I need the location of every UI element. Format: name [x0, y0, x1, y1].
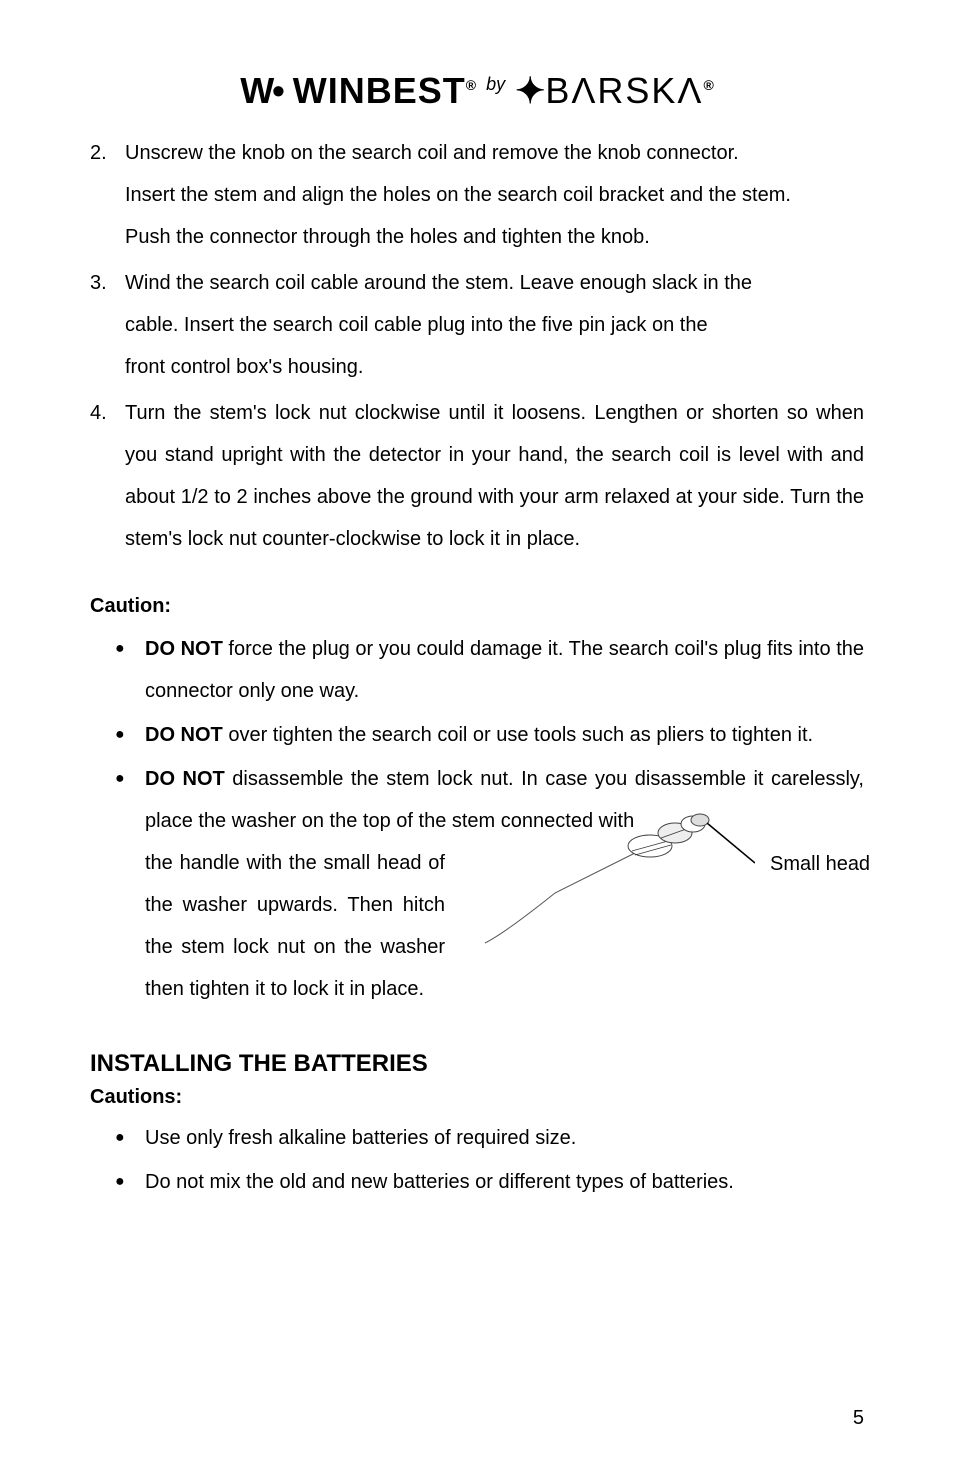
washer-diagram	[475, 803, 755, 953]
step-number: 2.	[90, 132, 125, 258]
installing-batteries-heading: INSTALLING THE BATTERIES	[90, 1050, 864, 1078]
step-text: Turn the stem's lock nut clockwise until…	[125, 392, 864, 560]
do-not-bold: DO NOT	[145, 638, 223, 660]
do-not-bold: DO NOT	[145, 724, 223, 746]
logo-registered: ®	[466, 77, 476, 93]
battery-cautions-list: Use only fresh alkaline batteries of req…	[90, 1117, 864, 1203]
caution-text: over tighten the search coil or use tool…	[223, 724, 813, 746]
logo-diamond-icon: ✦	[515, 70, 545, 111]
step-line: front control box's housing.	[125, 356, 363, 378]
caution-list: DO NOT force the plug or you could damag…	[90, 628, 864, 1010]
brand-logo: W• WINBEST® by ✦BΛRSKΛ®	[90, 70, 864, 112]
do-not-bold: DO NOT	[145, 768, 225, 790]
step-line: cable. Insert the search coil cable plug…	[125, 314, 708, 336]
caution-item-with-diagram: DO NOT disassemble the stem lock nut. In…	[145, 758, 864, 1010]
step-2: 2. Unscrew the knob on the search coil a…	[90, 132, 864, 258]
step-line: Push the connector through the holes and…	[125, 226, 650, 248]
logo-barska: BΛRSKΛ	[545, 70, 703, 111]
logo-by: by	[486, 74, 505, 94]
page-number: 5	[853, 1407, 864, 1430]
battery-caution-text: Use only fresh alkaline batteries of req…	[145, 1127, 576, 1149]
step-line: Wind the search coil cable around the st…	[125, 272, 752, 294]
battery-caution-text: Do not mix the old and new batteries or …	[145, 1171, 734, 1193]
cautions-subheading: Cautions:	[90, 1086, 864, 1109]
step-line: Unscrew the knob on the search coil and …	[125, 142, 739, 164]
caution-item: DO NOT force the plug or you could damag…	[145, 628, 864, 712]
caution-item: DO NOT over tighten the search coil or u…	[145, 714, 864, 756]
step-4: 4. Turn the stem's lock nut clockwise un…	[90, 392, 864, 560]
battery-caution-item: Use only fresh alkaline batteries of req…	[145, 1117, 864, 1159]
logo-w-mark: W	[240, 70, 272, 111]
step-number: 3.	[90, 262, 125, 388]
step-number: 4.	[90, 392, 125, 560]
logo-winbest: WINBEST	[293, 70, 466, 111]
caution-heading: Caution:	[90, 595, 864, 618]
small-head-label: Small head	[770, 843, 870, 885]
caution-text: force the plug or you could damage it. T…	[145, 638, 864, 702]
step-3: 3. Wind the search coil cable around the…	[90, 262, 864, 388]
battery-caution-item: Do not mix the old and new batteries or …	[145, 1161, 864, 1203]
step-line: Insert the stem and align the holes on t…	[125, 184, 791, 206]
assembly-steps-list: 2. Unscrew the knob on the search coil a…	[90, 132, 864, 560]
caution-text-narrow: the handle with the small head of the wa…	[145, 842, 445, 1010]
